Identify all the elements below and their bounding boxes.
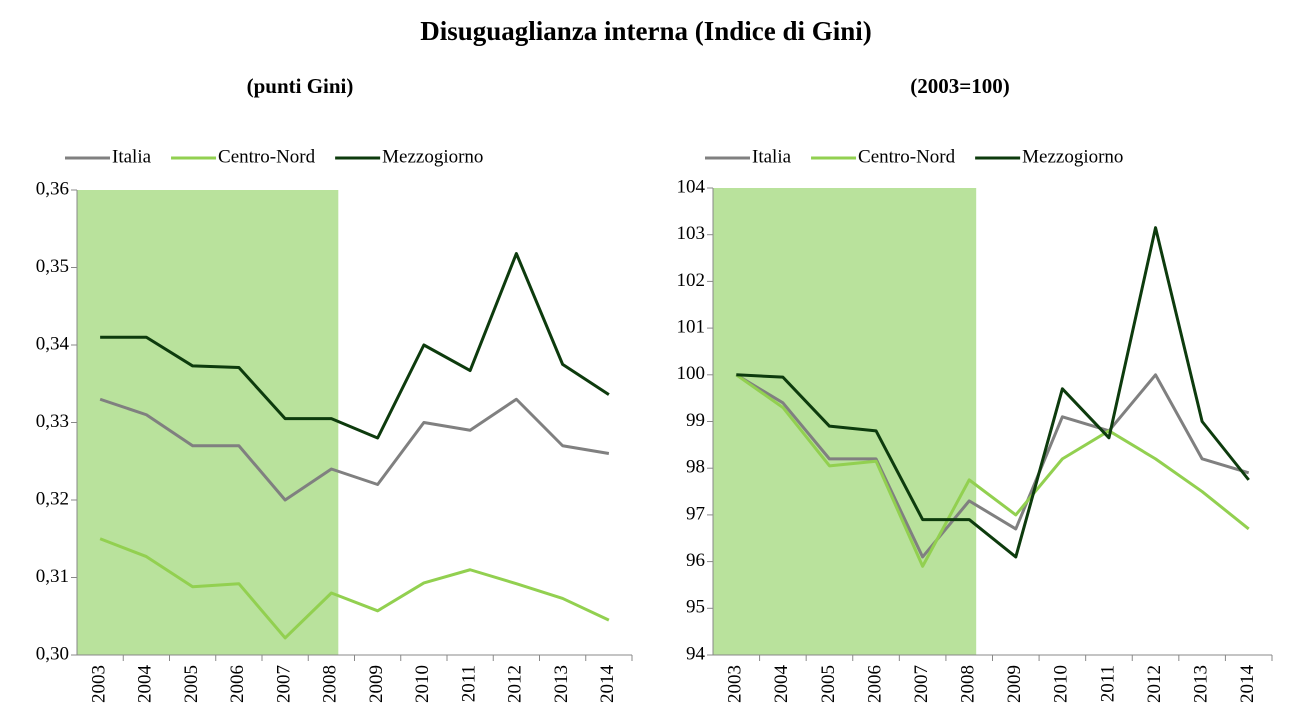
highlight-band	[713, 188, 977, 655]
y-tick-label: 96	[686, 550, 705, 571]
x-tick-label: 2009	[366, 665, 387, 703]
highlight-band	[77, 190, 339, 655]
chart-subtitle: (punti Gini)	[247, 74, 354, 98]
chart-subtitle: (2003=100)	[910, 74, 1009, 98]
legend-label: Centro-Nord	[218, 146, 316, 167]
y-tick-label: 98	[686, 457, 705, 478]
x-tick-label: 2012	[505, 665, 526, 703]
series-line	[99, 397, 610, 502]
y-tick-label: 97	[686, 503, 705, 524]
y-tick-label: 103	[677, 223, 706, 244]
x-tick-label: 2008	[958, 665, 979, 703]
x-tick-label: 2010	[412, 665, 433, 703]
x-tick-label: 2009	[1004, 665, 1025, 703]
legend-label: Italia	[752, 146, 792, 167]
series-line	[736, 226, 1250, 559]
x-tick-label: 2012	[1144, 665, 1165, 703]
legend-label: Centro-Nord	[858, 146, 956, 167]
y-tick-label: 0,32	[36, 488, 69, 509]
x-tick-label: 2006	[864, 665, 885, 703]
x-tick-label: 2005	[181, 665, 202, 703]
x-tick-label: 2004	[771, 665, 792, 704]
legend-label: Mezzogiorno	[1022, 146, 1123, 167]
series-line	[735, 373, 1250, 568]
y-tick-label: 102	[677, 270, 706, 291]
series-line	[99, 537, 610, 640]
y-tick-label: 0,34	[36, 333, 70, 354]
y-tick-label: 101	[677, 316, 706, 337]
y-tick-label: 0,36	[36, 178, 69, 199]
y-tick-label: 100	[677, 363, 706, 384]
x-tick-label: 2005	[818, 665, 839, 703]
x-tick-label: 2007	[911, 665, 932, 703]
legend-label: Italia	[112, 146, 152, 167]
x-tick-label: 2010	[1051, 665, 1072, 703]
legend-label: Mezzogiorno	[382, 146, 483, 167]
x-tick-label: 2008	[320, 665, 341, 703]
y-tick-label: 95	[686, 597, 705, 618]
x-tick-label: 2007	[273, 665, 294, 703]
page-title: Disuguaglianza interna (Indice di Gini)	[420, 16, 872, 46]
x-tick-label: 2003	[725, 665, 746, 703]
y-tick-label: 0,31	[36, 566, 69, 587]
series-line	[735, 373, 1250, 559]
x-tick-label: 2011	[458, 665, 479, 702]
y-tick-label: 0,35	[36, 256, 69, 277]
y-tick-label: 0,30	[36, 643, 69, 664]
x-tick-label: 2004	[135, 665, 156, 704]
x-tick-label: 2003	[88, 665, 109, 703]
x-tick-label: 2013	[1190, 665, 1211, 703]
y-tick-label: 99	[686, 410, 705, 431]
y-tick-label: 104	[677, 176, 706, 197]
series-line	[100, 252, 610, 440]
x-tick-label: 2011	[1097, 665, 1118, 702]
y-tick-label: 0,33	[36, 411, 69, 432]
x-tick-label: 2013	[551, 665, 572, 703]
x-tick-label: 2006	[227, 665, 248, 703]
x-tick-label: 2014	[1237, 665, 1258, 704]
x-tick-label: 2014	[597, 665, 618, 704]
y-tick-label: 94	[686, 643, 706, 664]
